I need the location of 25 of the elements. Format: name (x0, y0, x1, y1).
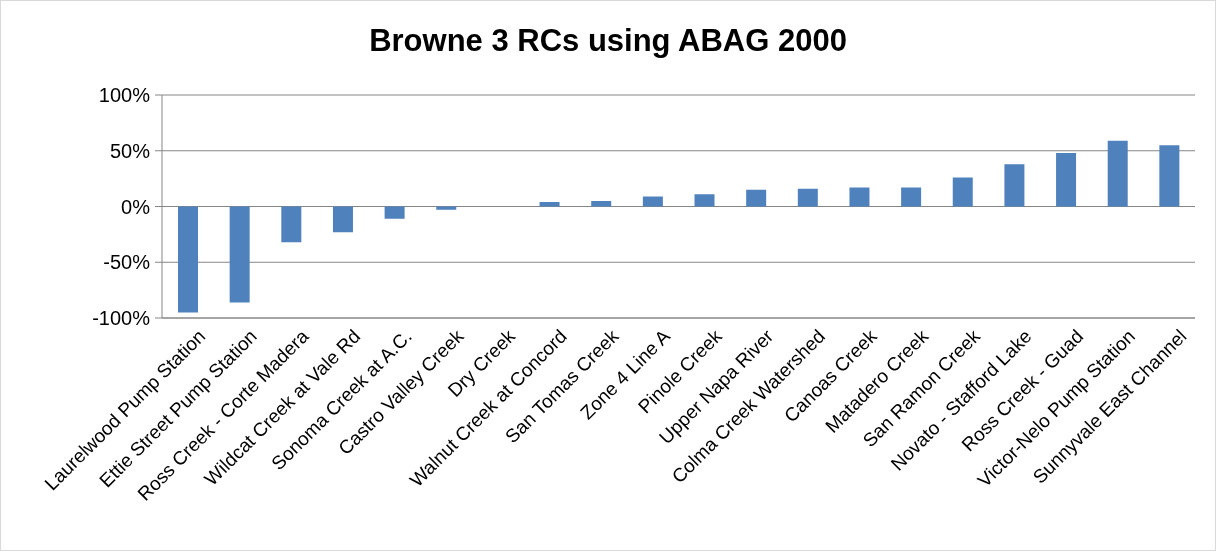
bar (591, 200, 612, 207)
y-tick-label: 50% (109, 139, 151, 162)
bar (229, 206, 250, 303)
y-tick-label: -50% (103, 251, 151, 274)
bar (281, 206, 302, 243)
bar (849, 187, 870, 207)
bar (384, 206, 405, 219)
bar (1056, 152, 1077, 207)
y-tick-label: -100% (92, 307, 151, 330)
bar (178, 206, 199, 313)
bar (694, 194, 715, 207)
bar (952, 177, 973, 207)
y-tick-label: 0% (121, 195, 151, 218)
chart-title: Browne 3 RCs using ABAG 2000 (368, 23, 848, 59)
bar (332, 206, 353, 233)
bar (642, 196, 663, 207)
bar (797, 188, 818, 207)
bar (901, 187, 922, 207)
y-tick-label: 100% (98, 84, 151, 107)
bar (746, 189, 767, 207)
bar (1004, 164, 1025, 207)
bar (436, 206, 457, 210)
bar (1159, 145, 1180, 207)
bar (539, 202, 560, 207)
bar (1107, 140, 1128, 207)
